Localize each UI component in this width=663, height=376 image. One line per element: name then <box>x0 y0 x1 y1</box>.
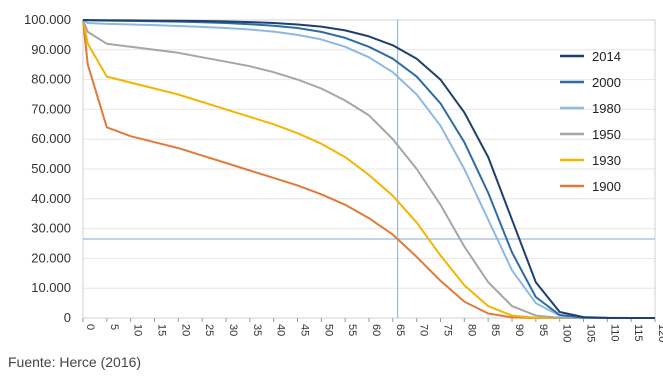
x-tick-label: 35 <box>251 324 263 336</box>
series-line-2014 <box>82 19 655 319</box>
x-tick-label: 120 <box>656 324 663 342</box>
legend-label-1900: 1900 <box>592 179 621 194</box>
x-tick-labels: 0 5 10 15 20 25 30 35 40 45 50 55 60 65 70 75 80 85 90 95 10… <box>84 324 663 342</box>
legend-label-1980: 1980 <box>592 101 621 116</box>
x-tick-label: 45 <box>299 324 311 336</box>
y-tick-label: 10.000 <box>31 280 71 295</box>
x-tick-label: 20 <box>179 324 191 336</box>
y-tick-label: 70.000 <box>31 101 71 116</box>
y-tick-label: 50.000 <box>31 161 71 176</box>
x-tick-label: 60 <box>370 324 382 336</box>
x-tick-label: 85 <box>489 324 501 336</box>
x-tick-label: 65 <box>394 324 406 336</box>
legend: 2014 2000 1980 1950 1930 1900 <box>560 49 621 194</box>
x-tick-label: 80 <box>465 324 477 336</box>
x-tick-label: 15 <box>156 324 168 336</box>
y-tick-label: 90.000 <box>31 42 71 57</box>
survival-chart: 0 10.000 20.000 30.000 40.000 50.000 60.000 70.… <box>24 12 663 342</box>
x-tick-label: 55 <box>346 324 358 336</box>
source-note: Fuente: Herce (2016) <box>8 354 142 370</box>
legend-label-1950: 1950 <box>592 127 621 142</box>
x-tick-label: 25 <box>203 324 215 336</box>
x-tick-label: 105 <box>585 324 597 342</box>
legend-label-2000: 2000 <box>592 75 621 90</box>
x-tick-label: 30 <box>227 324 239 336</box>
x-tick-label: 110 <box>608 324 620 342</box>
reference-lines <box>83 20 655 318</box>
series-line-1950 <box>82 19 655 319</box>
axes <box>82 19 656 322</box>
y-tick-label: 60.000 <box>31 131 71 146</box>
x-tick-label: 115 <box>632 324 644 342</box>
y-tick-label: 0 <box>64 310 71 325</box>
series-line-1980 <box>82 19 655 319</box>
x-tick-label: 95 <box>537 324 549 336</box>
x-tick-label: 100 <box>561 324 573 342</box>
y-tick-label: 20.000 <box>31 250 71 265</box>
x-tick-label: 5 <box>108 324 120 330</box>
x-tick-label: 70 <box>418 324 430 336</box>
legend-label-2014: 2014 <box>592 49 621 64</box>
grid-lines <box>83 19 655 289</box>
x-tick-label: 50 <box>322 324 334 336</box>
y-tick-label: 30.000 <box>31 221 71 236</box>
x-tick-label: 10 <box>132 324 144 336</box>
y-tick-labels: 0 10.000 20.000 30.000 40.000 50.000 60.000 70.… <box>24 12 71 325</box>
series-lines <box>82 19 655 319</box>
x-tick-label: 90 <box>513 324 525 336</box>
x-tick-label: 75 <box>442 324 454 336</box>
legend-label-1930: 1930 <box>592 153 621 168</box>
y-tick-label: 40.000 <box>31 191 71 206</box>
x-tick-label: 0 <box>84 324 96 330</box>
y-tick-label: 80.000 <box>31 72 71 87</box>
x-tick-label: 40 <box>275 324 287 336</box>
y-tick-label: 100.000 <box>24 12 71 27</box>
